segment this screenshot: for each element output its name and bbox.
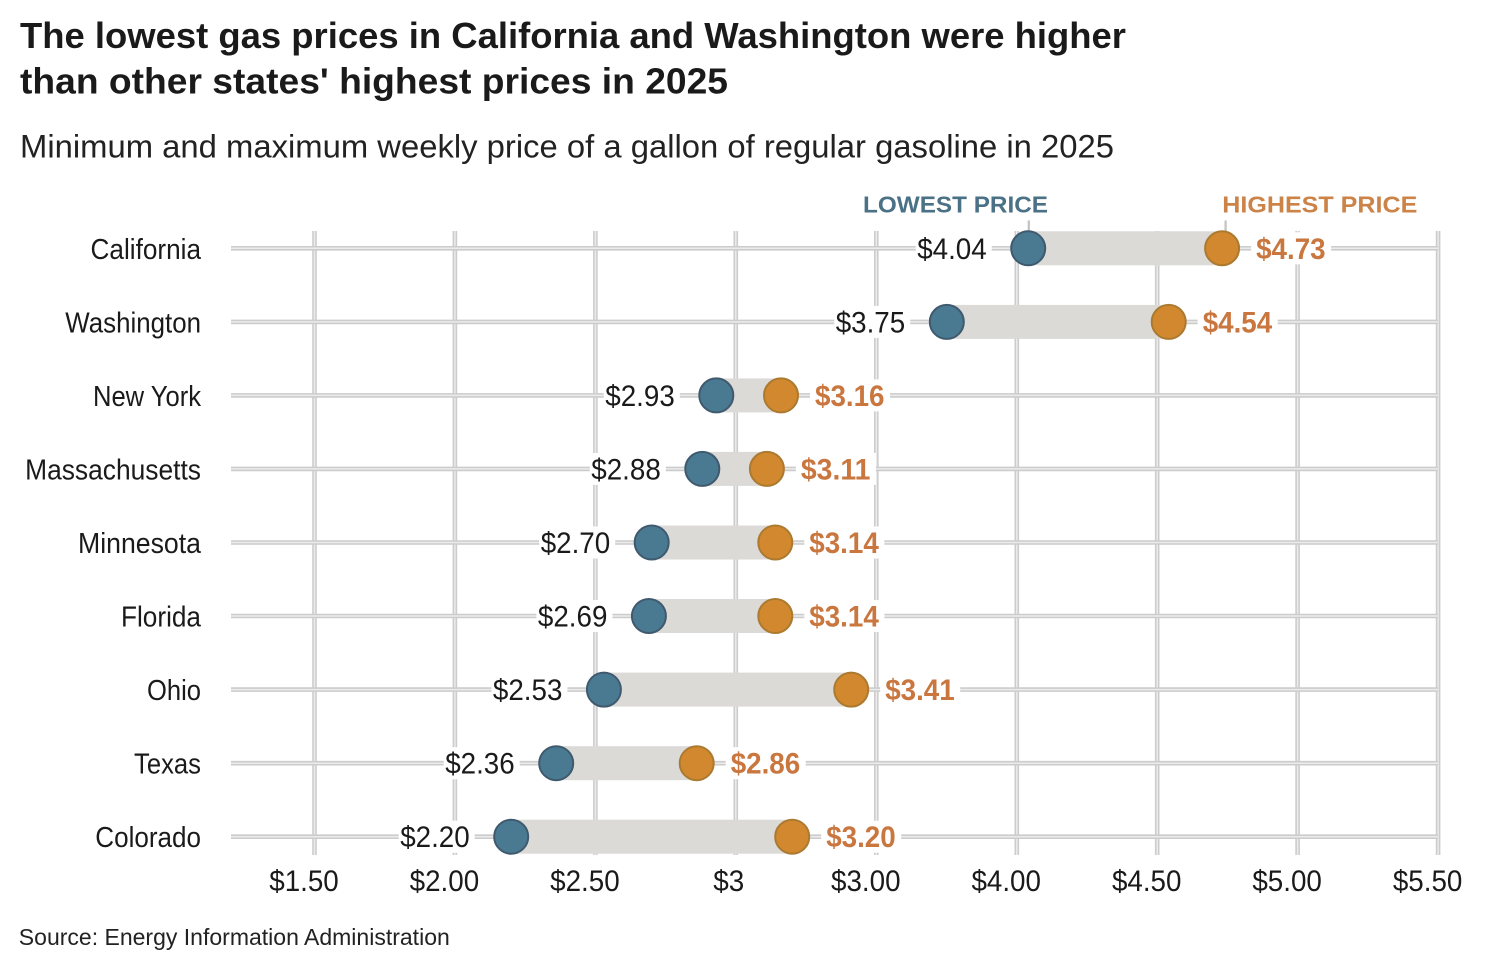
svg-text:$4.04: $4.04 (917, 233, 987, 266)
svg-text:$4.00: $4.00 (971, 865, 1041, 898)
svg-text:$3.41: $3.41 (885, 674, 955, 707)
svg-text:$1.50: $1.50 (269, 865, 339, 898)
svg-text:$3.14: $3.14 (809, 527, 879, 560)
svg-text:$2.53: $2.53 (493, 674, 563, 707)
svg-text:$3.16: $3.16 (815, 380, 885, 413)
svg-text:$2.93: $2.93 (605, 380, 675, 413)
svg-text:than other states' highest pri: than other states' highest prices in 202… (20, 60, 728, 101)
svg-text:Minimum and maximum weekly pri: Minimum and maximum weekly price of a ga… (20, 128, 1114, 164)
svg-text:$2.69: $2.69 (538, 601, 608, 634)
svg-text:Texas: Texas (134, 749, 201, 781)
svg-text:$2.70: $2.70 (541, 527, 611, 560)
svg-text:Source: Energy Information Adm: Source: Energy Information Administratio… (19, 924, 450, 950)
svg-text:HIGHEST PRICE: HIGHEST PRICE (1222, 192, 1417, 218)
svg-text:$2.86: $2.86 (731, 748, 801, 781)
svg-text:LOWEST PRICE: LOWEST PRICE (863, 192, 1048, 218)
svg-text:$2.36: $2.36 (445, 748, 515, 781)
svg-text:$2.20: $2.20 (400, 821, 470, 854)
svg-text:Massachusetts: Massachusetts (25, 454, 201, 486)
svg-text:Washington: Washington (65, 307, 201, 339)
svg-text:$2.88: $2.88 (591, 453, 661, 486)
svg-text:$5.50: $5.50 (1393, 865, 1463, 898)
svg-text:$3.14: $3.14 (809, 601, 879, 634)
svg-text:$3.20: $3.20 (826, 821, 896, 854)
svg-text:New York: New York (93, 381, 201, 413)
svg-text:$2.00: $2.00 (410, 865, 480, 898)
svg-text:$5.00: $5.00 (1252, 865, 1322, 898)
svg-text:Florida: Florida (121, 602, 202, 634)
svg-text:$3.00: $3.00 (831, 865, 901, 898)
svg-text:$3: $3 (713, 865, 744, 898)
svg-text:$4.73: $4.73 (1256, 233, 1326, 266)
svg-text:California: California (91, 234, 202, 266)
svg-text:$3.75: $3.75 (836, 306, 906, 339)
svg-text:Minnesota: Minnesota (78, 528, 202, 560)
svg-text:Colorado: Colorado (95, 822, 201, 854)
svg-text:$4.54: $4.54 (1203, 306, 1273, 339)
svg-text:The lowest gas prices in Calif: The lowest gas prices in California and … (20, 15, 1126, 56)
svg-text:$4.50: $4.50 (1112, 865, 1182, 898)
svg-text:$3.11: $3.11 (801, 453, 871, 486)
svg-text:$2.50: $2.50 (550, 865, 620, 898)
svg-text:Ohio: Ohio (147, 675, 201, 707)
